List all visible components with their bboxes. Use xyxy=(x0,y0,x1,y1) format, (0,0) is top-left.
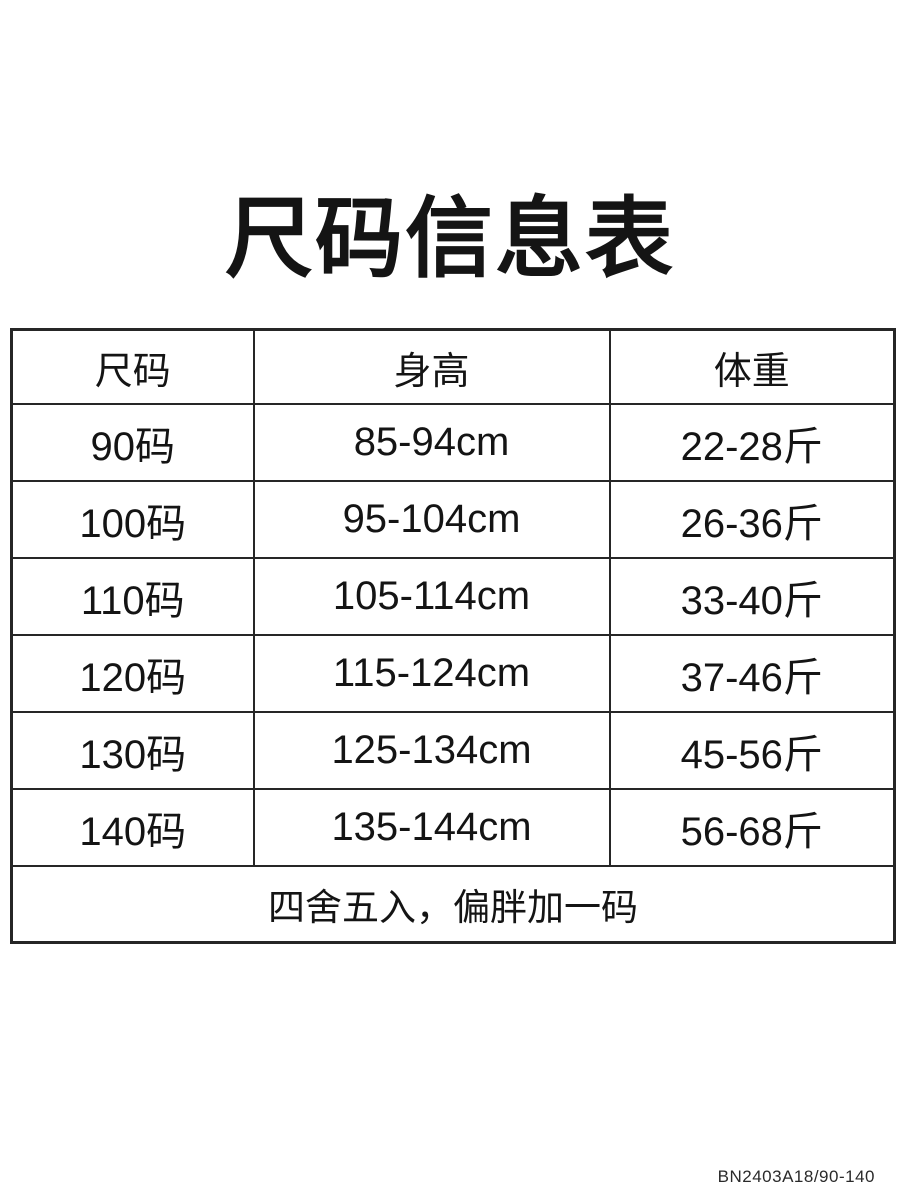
table-header-row: 尺码 身高 体重 xyxy=(10,328,896,405)
page-title: 尺码信息表 xyxy=(224,189,675,288)
cell-height: 125-134cm xyxy=(252,711,611,790)
cell-weight: 22-28斤 xyxy=(608,403,896,482)
cell-size: 90码 xyxy=(10,403,255,482)
table-note-row: 四舍五入，偏胖加一码 xyxy=(10,865,896,944)
cell-size: 100码 xyxy=(10,480,255,559)
table-row: 100码 95-104cm 26-36斤 xyxy=(10,480,896,559)
cell-weight: 45-56斤 xyxy=(608,711,896,790)
size-table: 尺码 身高 体重 90码 85-94cm 22-28斤 100码 95-104c… xyxy=(10,328,896,944)
cell-size: 110码 xyxy=(10,557,255,636)
table-row: 130码 125-134cm 45-56斤 xyxy=(10,711,896,790)
table-row: 120码 115-124cm 37-46斤 xyxy=(10,634,896,713)
cell-height: 115-124cm xyxy=(252,634,611,713)
header-cell-size: 尺码 xyxy=(10,328,255,405)
header-cell-height: 身高 xyxy=(252,328,611,405)
product-code: BN2403A18/90-140 xyxy=(717,1167,875,1186)
cell-height: 135-144cm xyxy=(252,788,611,867)
table-row: 90码 85-94cm 22-28斤 xyxy=(10,403,896,482)
cell-size: 120码 xyxy=(10,634,255,713)
table-row: 110码 105-114cm 33-40斤 xyxy=(10,557,896,636)
cell-weight: 33-40斤 xyxy=(608,557,896,636)
table-row: 140码 135-144cm 56-68斤 xyxy=(10,788,896,867)
cell-size: 130码 xyxy=(10,711,255,790)
header-cell-weight: 体重 xyxy=(608,328,896,405)
cell-size: 140码 xyxy=(10,788,255,867)
table-note: 四舍五入，偏胖加一码 xyxy=(10,865,896,944)
cell-weight: 56-68斤 xyxy=(608,788,896,867)
cell-height: 85-94cm xyxy=(252,403,611,482)
cell-height: 95-104cm xyxy=(252,480,611,559)
cell-weight: 26-36斤 xyxy=(608,480,896,559)
cell-height: 105-114cm xyxy=(252,557,611,636)
cell-weight: 37-46斤 xyxy=(608,634,896,713)
